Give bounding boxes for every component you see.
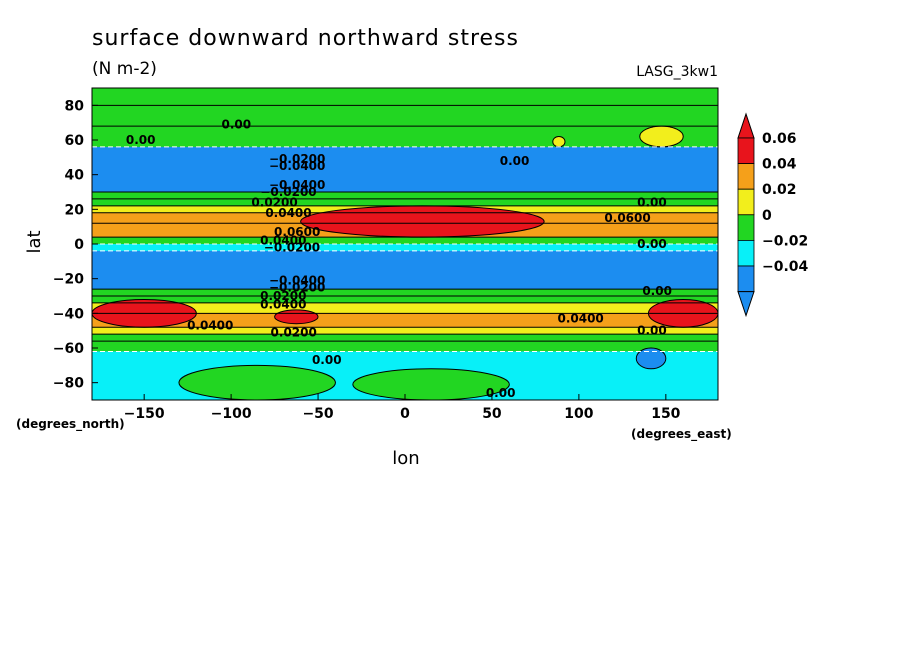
chart-units: (N m-2) (92, 59, 157, 79)
x-tick-label: 100 (564, 406, 593, 422)
y-tick-label: −80 (53, 376, 84, 392)
colorbar-segment (737, 265, 755, 293)
contour-label: −0.0400 (269, 159, 325, 173)
y-tick-label: −20 (53, 272, 84, 288)
field-feature (300, 205, 545, 238)
colorbar-segment (737, 188, 755, 216)
contour-label: 0.0400 (260, 298, 306, 312)
contour-label: −0.0200 (260, 185, 316, 199)
lat-band (92, 341, 718, 352)
x-tick-label: 0 (400, 406, 410, 422)
field-feature (635, 347, 667, 370)
contour-label: −0.0200 (269, 152, 325, 166)
contour-label: 0.00 (222, 117, 252, 131)
field-feature (552, 136, 566, 148)
plot-area: 0.000.00−0.0200−0.0400−0.04000.00−0.0200… (91, 87, 719, 401)
colorbar-arrow-bottom (737, 291, 755, 318)
x-axis-label: lon (392, 448, 419, 469)
colorbar-label: 0 (762, 208, 772, 224)
contour-label: 0.00 (500, 154, 530, 168)
colorbar-label: −0.04 (762, 259, 809, 275)
colorbar-label: 0.02 (762, 182, 797, 198)
colorbar-segment (737, 163, 755, 190)
lat-band (92, 313, 718, 328)
contour-label: −0.0200 (264, 240, 320, 254)
colorbar-segment (737, 137, 755, 165)
y-tick-label: 20 (65, 202, 85, 218)
lat-band (92, 146, 718, 192)
colorbar-arrow-top (737, 112, 755, 139)
lat-band (92, 126, 718, 147)
colorbar-label: 0.04 (762, 157, 797, 173)
contour-label: 0.0600 (604, 211, 650, 225)
field-feature (274, 309, 319, 325)
colorbar: 0.06 0.04 0.02 0 −0.02 −0.04 (737, 112, 809, 318)
contour-label: −0.0400 (269, 178, 325, 192)
y-tick-label: 80 (65, 98, 85, 114)
y-axis-label: lat (24, 230, 45, 253)
lat-band (92, 289, 718, 296)
y-tick-label: −60 (53, 341, 84, 357)
contour-label: 0.00 (642, 284, 672, 298)
lat-band (92, 192, 718, 199)
lat-band (92, 334, 718, 342)
colorbar-segment (737, 214, 755, 241)
field-feature (178, 364, 336, 400)
lat-band (92, 302, 718, 314)
contour-label: 0.0200 (271, 325, 317, 339)
x-units-label: (degrees_east) (631, 427, 732, 442)
y-tick-label: 0 (74, 237, 84, 253)
contour-label: 0.00 (637, 195, 667, 209)
lat-band (92, 88, 718, 106)
y-axis: 80 60 40 20 0 −20 −40 −60 −80 (53, 98, 98, 392)
lat-band (92, 237, 718, 244)
x-tick-label: 50 (482, 406, 502, 422)
x-axis: −150 −100 −50 0 50 100 150 (124, 394, 681, 422)
x-tick-label: −150 (124, 406, 165, 422)
field-feature (639, 125, 684, 148)
colorbar-label: −0.02 (762, 233, 808, 249)
contour-label: −0.0400 (269, 273, 325, 287)
contour-label: 0.0600 (274, 225, 320, 239)
lat-band (92, 105, 718, 127)
contour-label: 0.0400 (265, 206, 311, 220)
contour-label: 0.00 (486, 386, 516, 400)
lat-band (92, 296, 718, 303)
y-tick-label: −40 (53, 306, 84, 322)
contour-label: −0.0200 (269, 280, 325, 294)
y-units-label: (degrees_north) (16, 417, 125, 432)
colorbar-label: 0.06 (762, 131, 797, 147)
contour-label: 0.0400 (260, 234, 306, 248)
contour-label: 0.0200 (251, 195, 297, 209)
lat-band (92, 244, 718, 251)
contour-label: 0.0200 (260, 289, 306, 303)
y-tick-label: 60 (65, 133, 85, 149)
y-tick-label: 40 (65, 168, 85, 184)
contour-label: 0.00 (637, 237, 667, 251)
contour-label: 0.0400 (557, 312, 603, 326)
chart-title: surface downward northward stress (92, 26, 519, 51)
x-tick-label: 150 (651, 406, 680, 422)
lat-band (92, 198, 718, 206)
contour-label: 0.00 (126, 133, 156, 147)
colorbar-segment (737, 239, 755, 267)
x-tick-label: −100 (211, 406, 252, 422)
contour-label: 0.00 (637, 324, 667, 338)
contour-label: 0.00 (312, 353, 342, 367)
lat-band (92, 327, 718, 335)
contour-label: 0.0400 (187, 318, 233, 332)
lat-band (92, 250, 718, 290)
x-tick-label: −50 (302, 406, 333, 422)
model-label: LASG_3kw1 (636, 64, 718, 80)
